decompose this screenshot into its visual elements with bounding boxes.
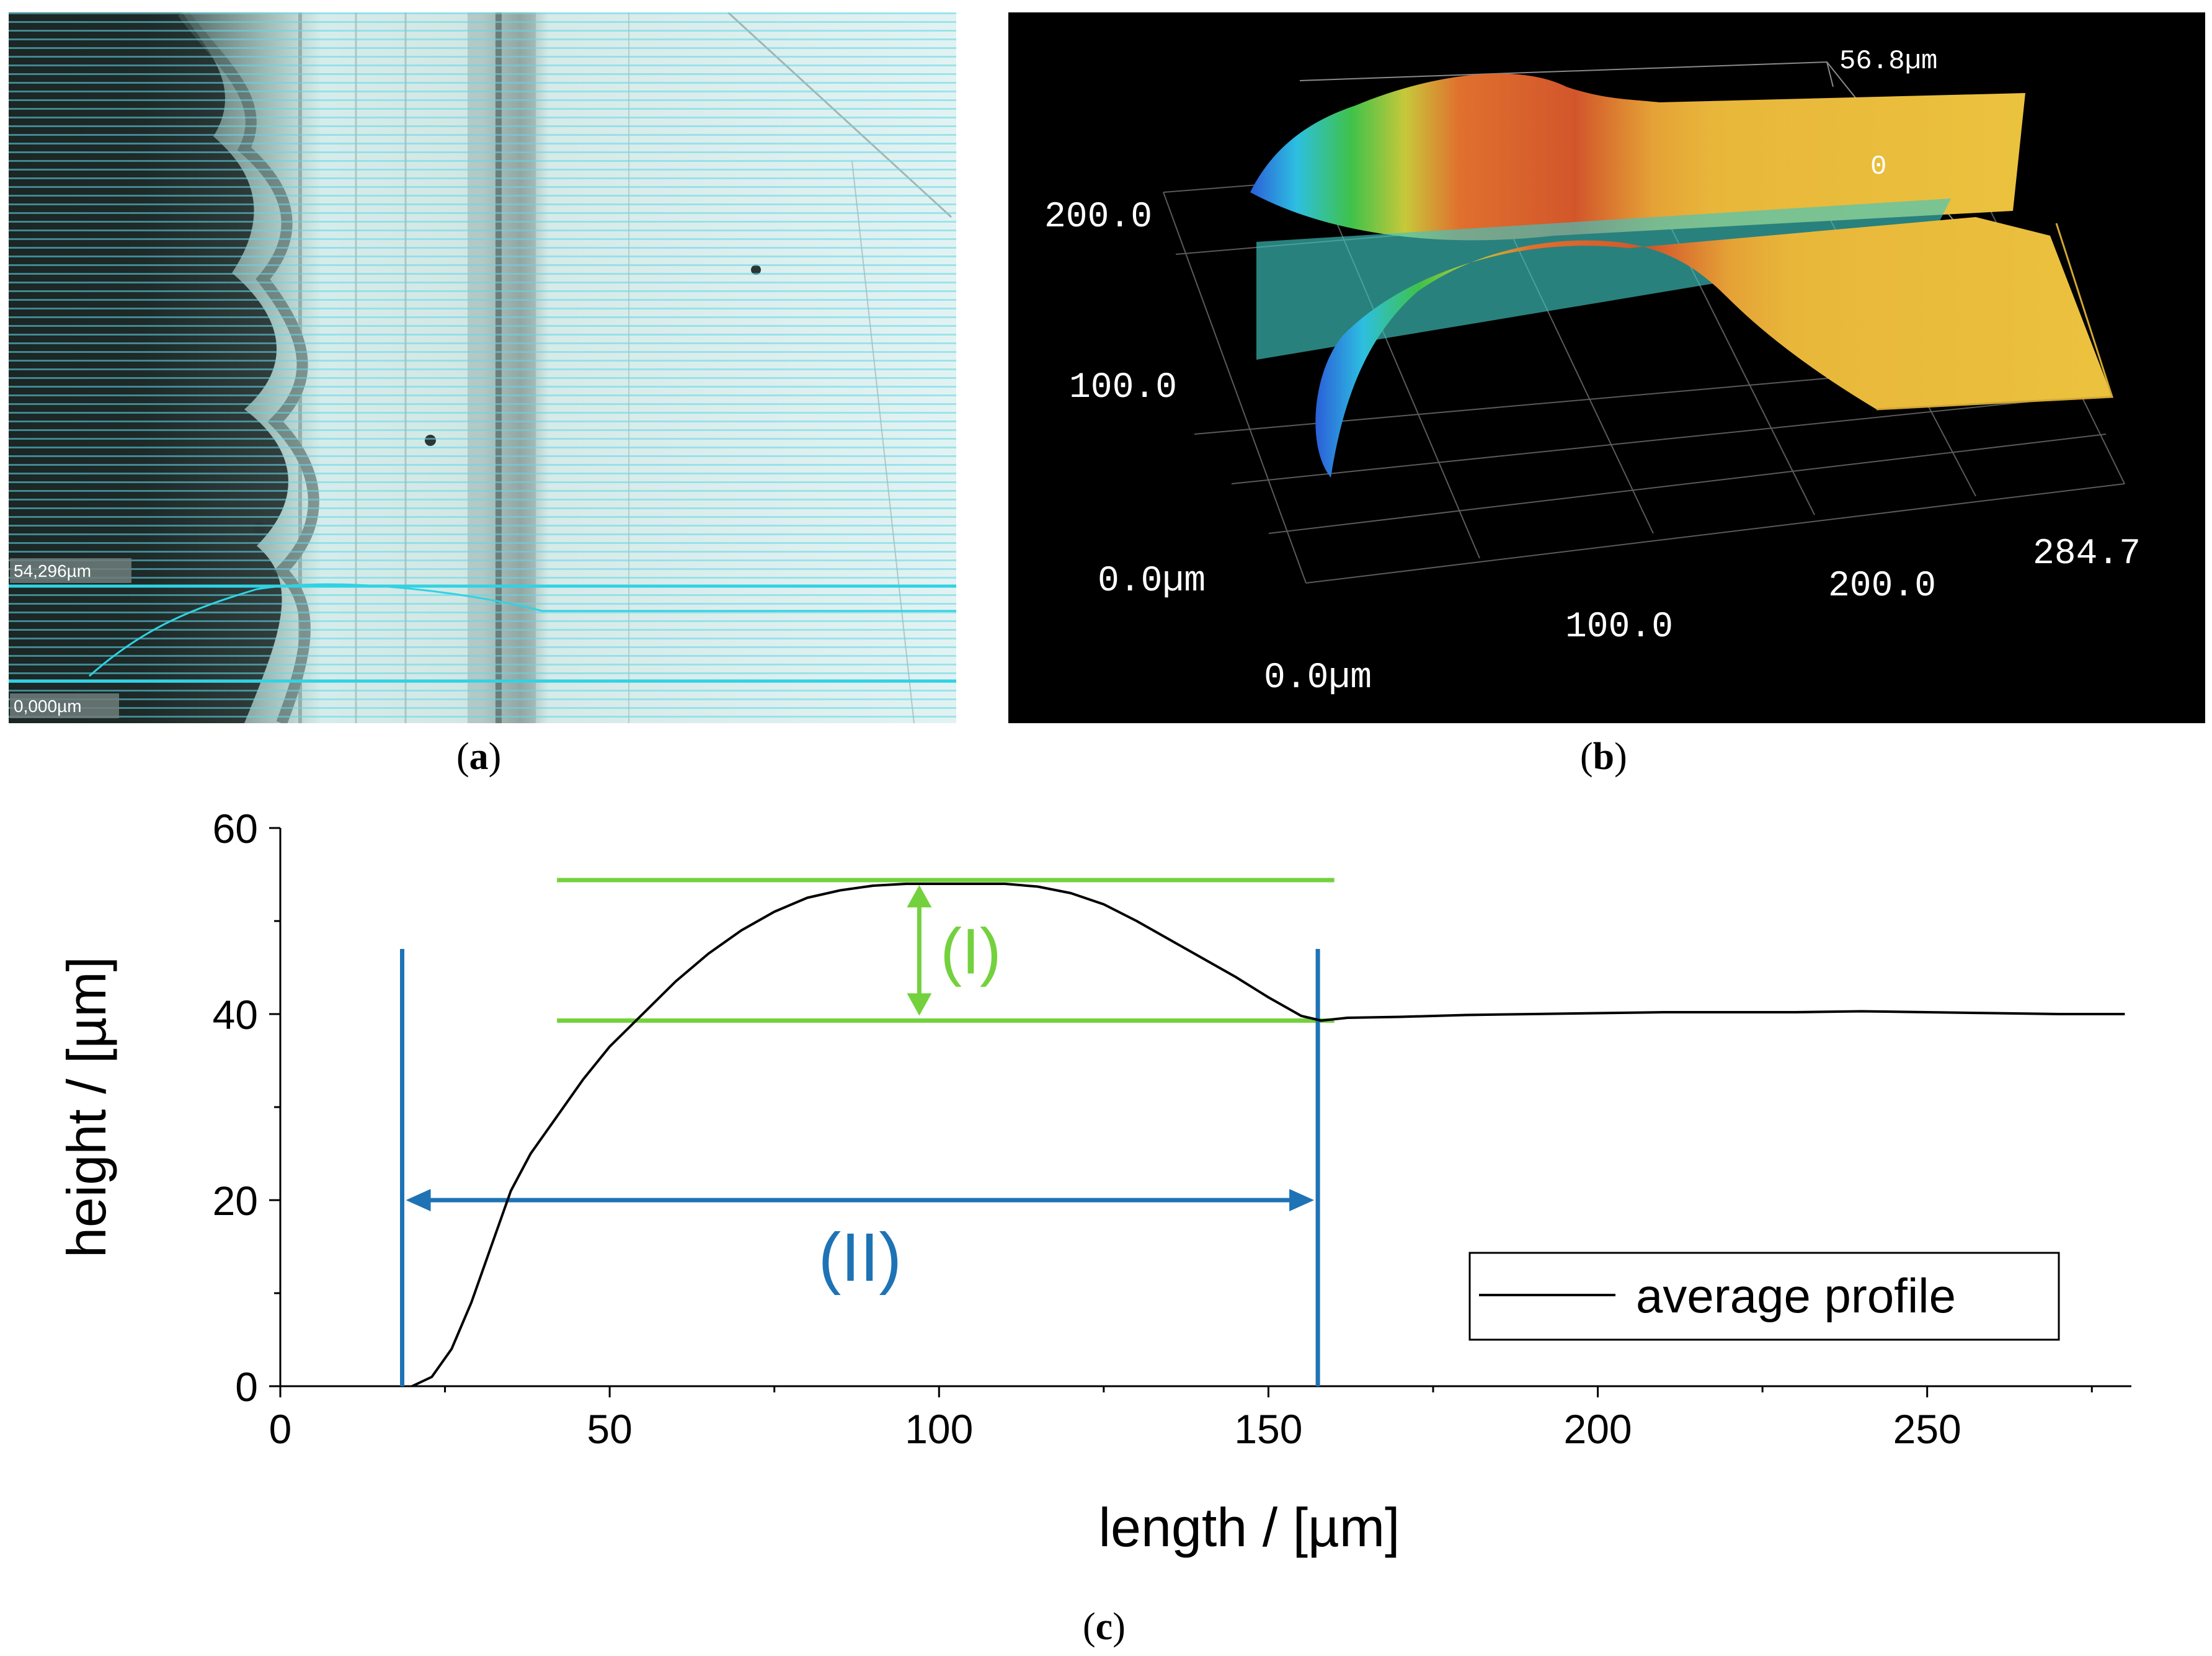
arrow-I-head-top <box>907 885 932 907</box>
y-tick-label: 60 <box>213 806 258 852</box>
x-tick-label: 250 <box>1893 1406 1961 1452</box>
arrow-I-head-bottom <box>907 993 932 1016</box>
upper-scale-label: 54,296µm <box>14 561 91 581</box>
surface-back <box>1250 73 2025 241</box>
arrow-II-head-left <box>406 1189 431 1211</box>
y-axis-title: height / [µm] <box>56 956 117 1258</box>
z-top-label: 56.8µm <box>1839 46 1937 77</box>
x-tick-label: 50 <box>587 1406 632 1452</box>
y-tick-label: 40 <box>213 992 258 1038</box>
profile-chart: 0 50 100 150 200 250 0 20 40 60 length / [µm] heigh… <box>56 806 2131 1558</box>
x-tick-label: 100 <box>905 1406 973 1452</box>
lower-label-box <box>10 693 119 718</box>
chart-axes: 0 50 100 150 200 250 0 20 40 60 length / [µm] heigh… <box>56 806 2131 1558</box>
z-mid-label: 0 <box>1870 151 1886 182</box>
chart-annotations: (I) (II) <box>400 878 1335 1386</box>
y-tick-label: 0 <box>235 1364 258 1410</box>
legend-label: average profile <box>1636 1268 1956 1323</box>
x-label-200: 200.0 <box>1828 566 1936 607</box>
annotation-II-label: (II) <box>819 1219 902 1296</box>
x-label-0: 0.0µm <box>1264 658 1372 698</box>
micrograph-image: 54,296µm 0,000µm <box>9 12 956 723</box>
x-tick-label: 150 <box>1234 1406 1302 1452</box>
series-line-average-profile <box>411 883 2125 1387</box>
x-tick-label: 200 <box>1563 1406 1632 1452</box>
lower-scale-label: 0,000µm <box>14 697 82 716</box>
y-label-0: 0.0µm <box>1098 561 1206 602</box>
caption-c: (c) <box>1083 1606 1126 1648</box>
upper-label-box <box>10 558 131 583</box>
x-label-100: 100.0 <box>1565 607 1673 648</box>
caption-b: (b) <box>1580 736 1627 778</box>
y-label-100: 100.0 <box>1069 368 1177 408</box>
chart-series <box>411 883 2125 1387</box>
arrow-II-head-right <box>1289 1189 1315 1211</box>
x-axis-title: length / [µm] <box>1098 1497 1400 1558</box>
panel-b-3d-surface: 56.8µm 0 200.0 100.0 0.0µm 0.0µm 100.0 2… <box>1008 12 2205 723</box>
y-tick-label: 20 <box>213 1178 258 1224</box>
panel-a-micrograph: 54,296µm 0,000µm <box>9 12 956 723</box>
chart-legend: average profile <box>1468 1252 2060 1341</box>
annotation-I-label: (I) <box>940 916 1001 988</box>
surface-plot: 56.8µm 0 200.0 100.0 0.0µm 0.0µm 100.0 2… <box>1044 46 2141 698</box>
y-label-200: 200.0 <box>1044 197 1152 238</box>
caption-a: (a) <box>456 736 502 778</box>
panel-c-profile-chart: 0 50 100 150 200 250 0 20 40 60 length / [µm] heigh… <box>0 769 2212 1594</box>
surface-front <box>1315 217 2112 478</box>
x-label-284: 284.7 <box>2033 534 2141 574</box>
x-tick-label: 0 <box>269 1406 292 1452</box>
